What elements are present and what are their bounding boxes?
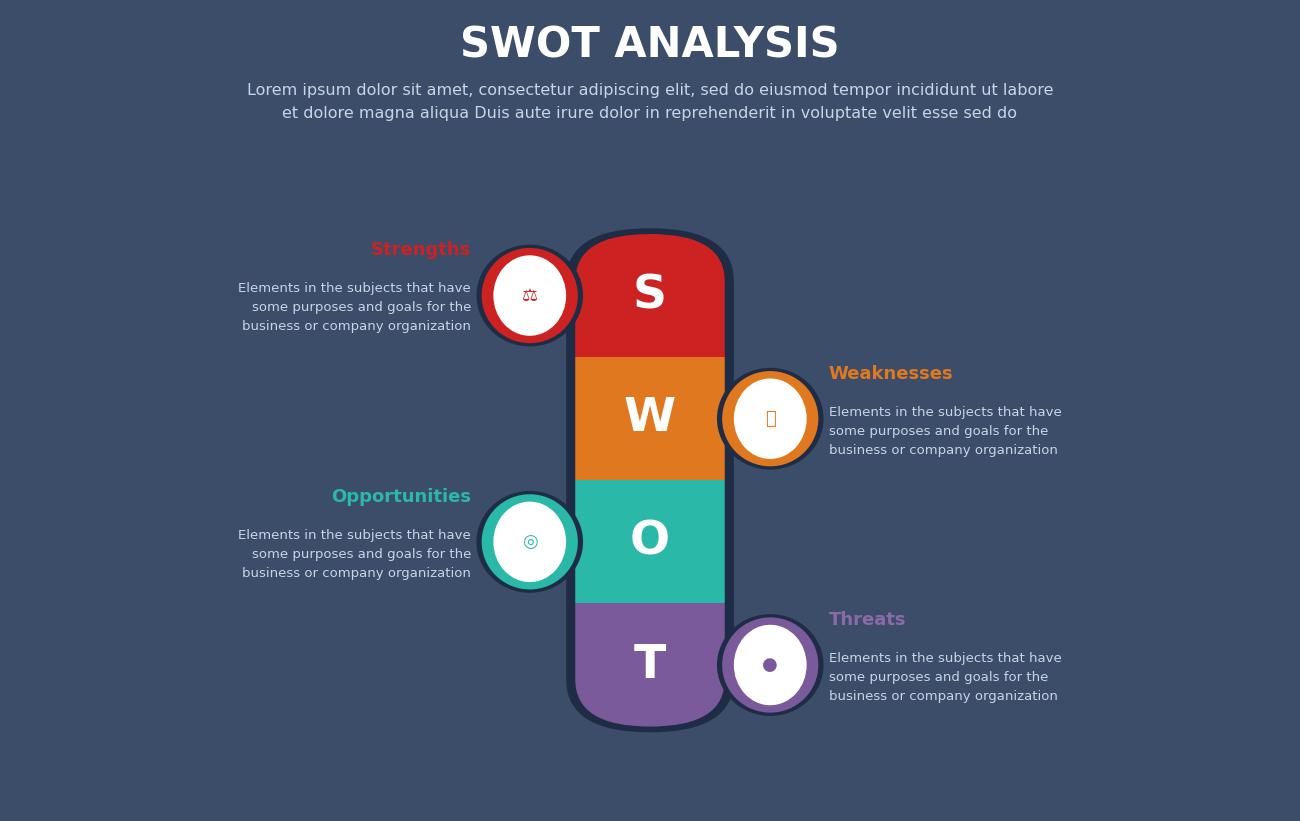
Text: Strengths: Strengths	[370, 241, 471, 259]
Ellipse shape	[481, 248, 577, 343]
Text: ⚖: ⚖	[521, 287, 538, 305]
Ellipse shape	[723, 617, 819, 713]
Text: ◎: ◎	[521, 533, 538, 551]
Ellipse shape	[476, 245, 582, 346]
Text: Elements in the subjects that have
some purposes and goals for the
business or c: Elements in the subjects that have some …	[829, 652, 1062, 703]
FancyBboxPatch shape	[567, 228, 733, 732]
Ellipse shape	[494, 255, 567, 336]
Text: T: T	[634, 643, 666, 687]
Ellipse shape	[718, 368, 824, 470]
Text: Opportunities: Opportunities	[332, 488, 471, 506]
Text: Threats: Threats	[829, 611, 906, 629]
Ellipse shape	[481, 494, 577, 589]
Text: O: O	[630, 520, 670, 564]
Text: Elements in the subjects that have
some purposes and goals for the
business or c: Elements in the subjects that have some …	[238, 529, 471, 580]
Text: ⛓: ⛓	[764, 410, 776, 428]
Ellipse shape	[476, 491, 582, 593]
Bar	[575, 603, 725, 727]
Bar	[575, 357, 725, 480]
Bar	[575, 234, 725, 357]
Text: ●: ●	[762, 656, 779, 674]
Ellipse shape	[733, 625, 806, 705]
Text: et dolore magna aliqua Duis aute irure dolor in reprehenderit in voluptate velit: et dolore magna aliqua Duis aute irure d…	[282, 106, 1018, 121]
Text: Weaknesses: Weaknesses	[829, 365, 953, 383]
Text: W: W	[624, 397, 676, 441]
Text: S: S	[633, 273, 667, 318]
Ellipse shape	[723, 371, 819, 466]
Text: Elements in the subjects that have
some purposes and goals for the
business or c: Elements in the subjects that have some …	[829, 406, 1062, 456]
Ellipse shape	[718, 614, 824, 716]
Ellipse shape	[494, 502, 567, 582]
Bar	[575, 480, 725, 603]
Ellipse shape	[733, 378, 806, 459]
Text: Elements in the subjects that have
some purposes and goals for the
business or c: Elements in the subjects that have some …	[238, 282, 471, 333]
Text: Lorem ipsum dolor sit amet, consectetur adipiscing elit, sed do eiusmod tempor i: Lorem ipsum dolor sit amet, consectetur …	[247, 83, 1053, 98]
Text: SWOT ANALYSIS: SWOT ANALYSIS	[460, 24, 840, 67]
